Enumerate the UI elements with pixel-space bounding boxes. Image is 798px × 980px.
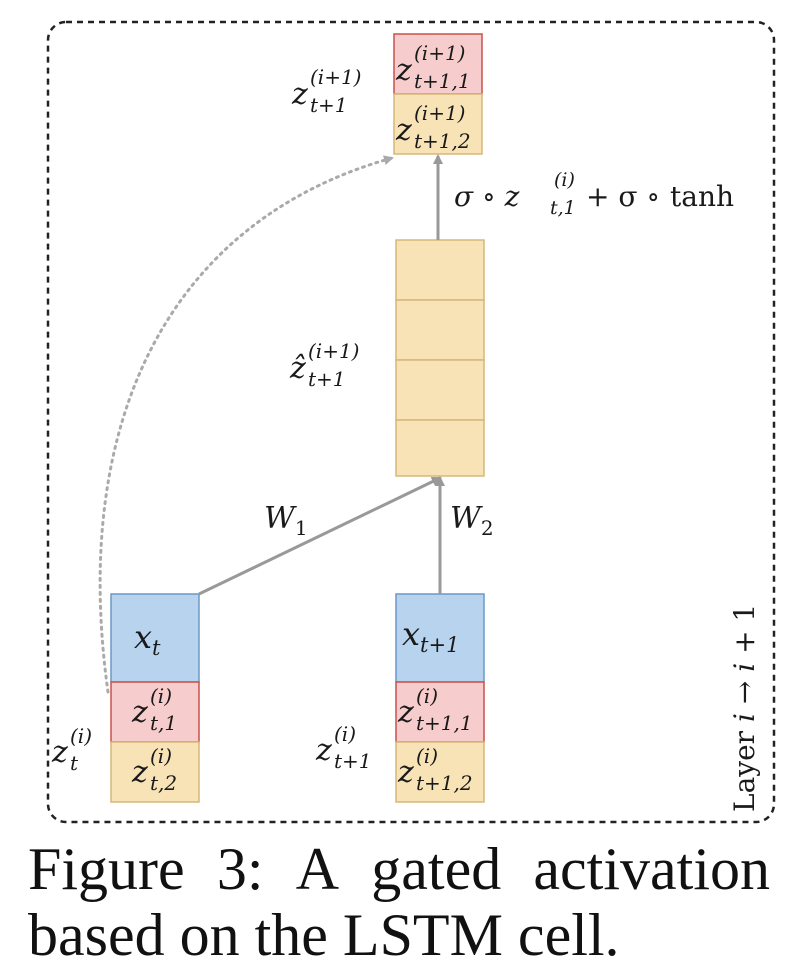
input-xt1-label: xt+1 [402,615,459,657]
caption-word: 3: [216,836,264,902]
input-xt-label: xt [134,618,161,660]
layer-label: Layer i → i + 1 [728,604,761,812]
zhat-label: ẑ (i+1) t+1 [289,331,369,391]
state-zt12-label: z (i) t+1,2 [397,736,473,795]
state-zt2-label: z (i) t,2 [131,736,182,795]
caption-word: activation [533,836,770,902]
output-label: z (i+1) t+1 [291,57,371,117]
zt1-side-label: z (i) t+1 [315,714,372,773]
output-cell-1 [393,33,483,95]
zt-side-label: z (i) t [51,716,102,775]
state-zt12-cell [395,741,485,803]
gate-expression: σ ∘ z (i) t,1 + σ ∘ tanh [454,160,734,221]
w1-arrow [198,476,442,596]
zhat-cell-3 [395,359,485,421]
gated-activation-diagram: xt xt+1 z (i) t,1 z (i) t,2 z (i) t+1,1 … [46,20,776,824]
w1-label: W1 [264,501,308,540]
caption-word: A [295,836,340,902]
caption-line-1: Figure 3: A gated activation [28,836,770,902]
zhat-cell-1 [395,239,485,301]
output-cell-1-label: z (i+1) t+1,1 [395,33,475,93]
figure-caption: Figure 3: A gated activation based on th… [28,836,770,968]
zhat-cell-4 [395,419,485,477]
state-zt1-cell [110,681,200,743]
w2-label: W2 [450,501,494,540]
caption-line-2: based on the LSTM cell. [28,902,620,968]
caption-word: gated [371,836,502,902]
skip-connection-arrow [98,155,394,694]
state-zt11-label: z (i) t+1,1 [397,676,473,735]
zhat-cell-2 [395,299,485,361]
input-xt1-cell [395,593,485,683]
state-zt1-label: z (i) t,1 [131,676,182,735]
output-cell-2 [393,93,483,155]
state-zt2-cell [110,741,200,803]
output-cell-2-label: z (i+1) t+1,2 [395,93,475,153]
layer-boundary [46,20,776,824]
state-zt11-cell [395,681,485,743]
caption-word: Figure [28,836,185,902]
